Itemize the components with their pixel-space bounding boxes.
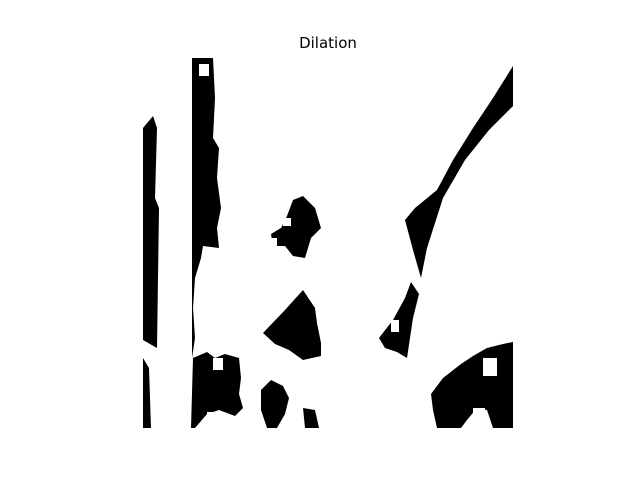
- foreground-specks: [199, 64, 497, 422]
- figure-title: Dilation: [299, 34, 357, 52]
- dilation-image: [143, 58, 513, 428]
